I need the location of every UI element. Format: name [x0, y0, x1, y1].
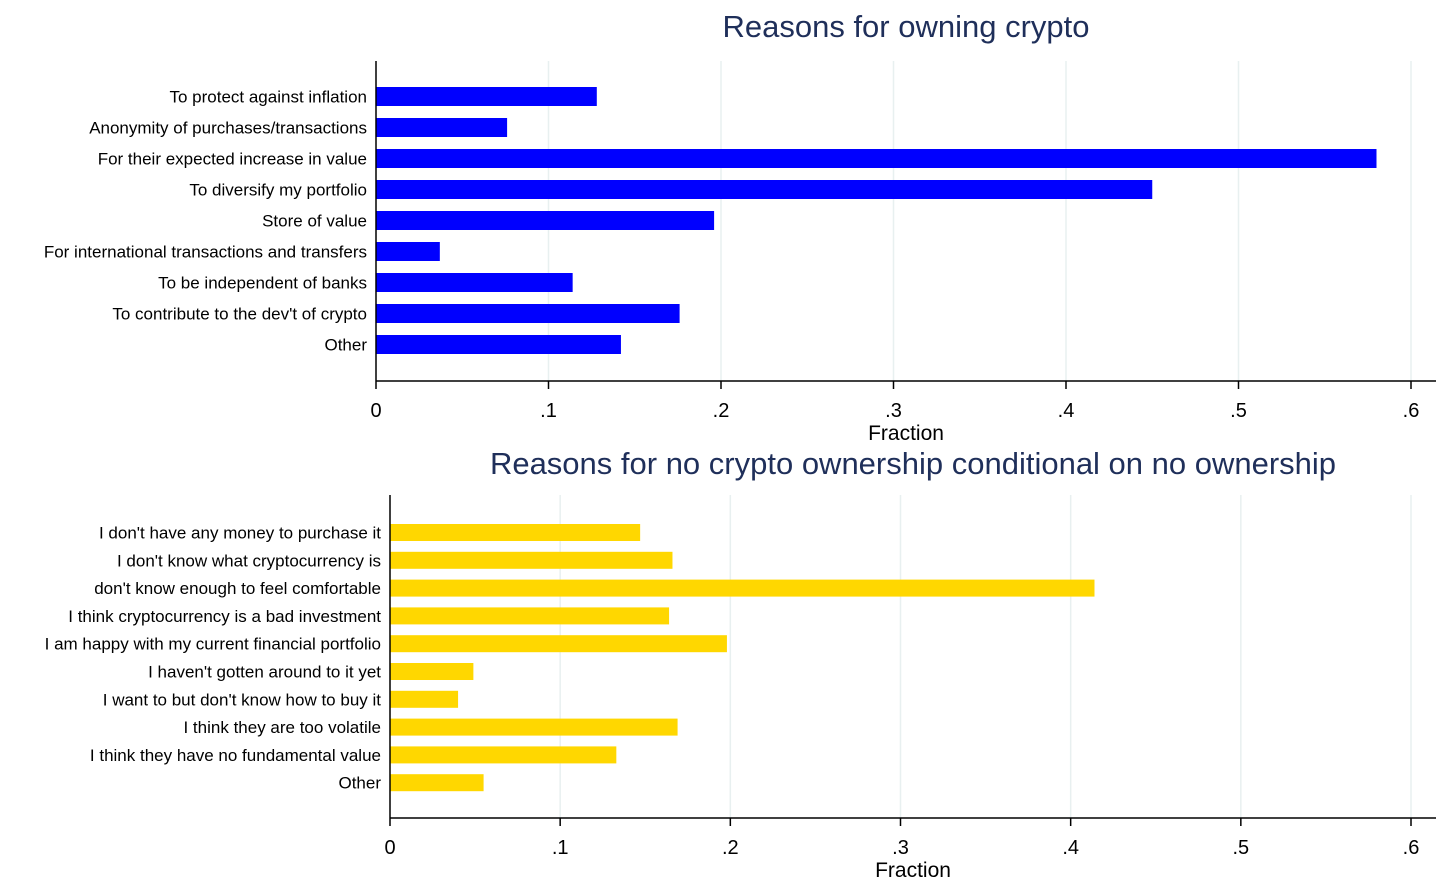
x-tick-label: .2 [713, 400, 730, 422]
category-label: I haven't gotten around to it yet [148, 663, 381, 682]
bar [390, 524, 641, 541]
x-tick-label: .5 [1232, 837, 1249, 859]
category-label: For international transactions and trans… [44, 243, 367, 262]
bar [390, 663, 474, 680]
x-tick-label: 0 [370, 400, 381, 422]
chart-panel-1: Reasons for owning crypto To protect agai… [44, 9, 1436, 445]
category-label: For their expected increase in value [98, 150, 367, 169]
category-label: To diversify my portfolio [189, 181, 367, 200]
x-tick-label: .1 [552, 837, 569, 859]
bar [390, 718, 678, 736]
category-label: I don't have any money to purchase it [99, 524, 381, 543]
bar [390, 774, 484, 792]
chart-title: Reasons for no crypto ownership conditio… [490, 446, 1336, 481]
bar [376, 118, 508, 137]
bar [376, 149, 1377, 168]
x-tick-label: .1 [540, 400, 557, 422]
category-label: Other [338, 774, 381, 793]
bar [376, 180, 1153, 199]
x-tick-label: .3 [885, 400, 902, 422]
category-label: I think they have no fundamental value [90, 746, 381, 765]
bar [390, 746, 617, 764]
category-label: To be independent of banks [158, 274, 367, 293]
bar [376, 273, 573, 292]
x-axis-title: Fraction [875, 859, 951, 882]
bar [390, 690, 459, 708]
category-label: Anonymity of purchases/transactions [89, 119, 367, 138]
bar [376, 242, 440, 261]
chart-title: Reasons for owning crypto [722, 9, 1089, 44]
bar [376, 211, 715, 230]
chart-panel-2: Reasons for no crypto ownership conditio… [45, 446, 1436, 882]
category-label: I think they are too volatile [183, 718, 381, 737]
category-label: I am happy with my current financial por… [45, 635, 381, 654]
x-tick-label: .6 [1403, 400, 1420, 422]
x-tick-label: .4 [1058, 400, 1075, 422]
category-label: I want to but don't know how to buy it [103, 690, 382, 709]
bar [390, 607, 670, 625]
x-tick-label: 0 [384, 837, 395, 859]
category-label: I think cryptocurrency is a bad investme… [68, 607, 381, 626]
bar [376, 87, 597, 106]
category-label: To contribute to the dev't of crypto [112, 305, 367, 324]
category-label: To protect against inflation [169, 88, 367, 107]
x-tick-label: .5 [1230, 400, 1247, 422]
category-label: Other [324, 336, 367, 355]
x-tick-label: .3 [892, 837, 909, 859]
bar [390, 579, 1095, 597]
bar [376, 335, 621, 354]
bar [376, 304, 680, 323]
category-label: Store of value [262, 212, 367, 231]
bar [390, 635, 727, 653]
bar [390, 551, 673, 569]
category-label: I don't know what cryptocurrency is [117, 551, 381, 570]
x-axis-title: Fraction [868, 422, 944, 445]
category-label: don't know enough to feel comfortable [94, 579, 381, 598]
x-tick-label: .2 [722, 837, 739, 859]
x-tick-label: .4 [1062, 837, 1079, 859]
x-tick-label: .6 [1403, 837, 1420, 859]
